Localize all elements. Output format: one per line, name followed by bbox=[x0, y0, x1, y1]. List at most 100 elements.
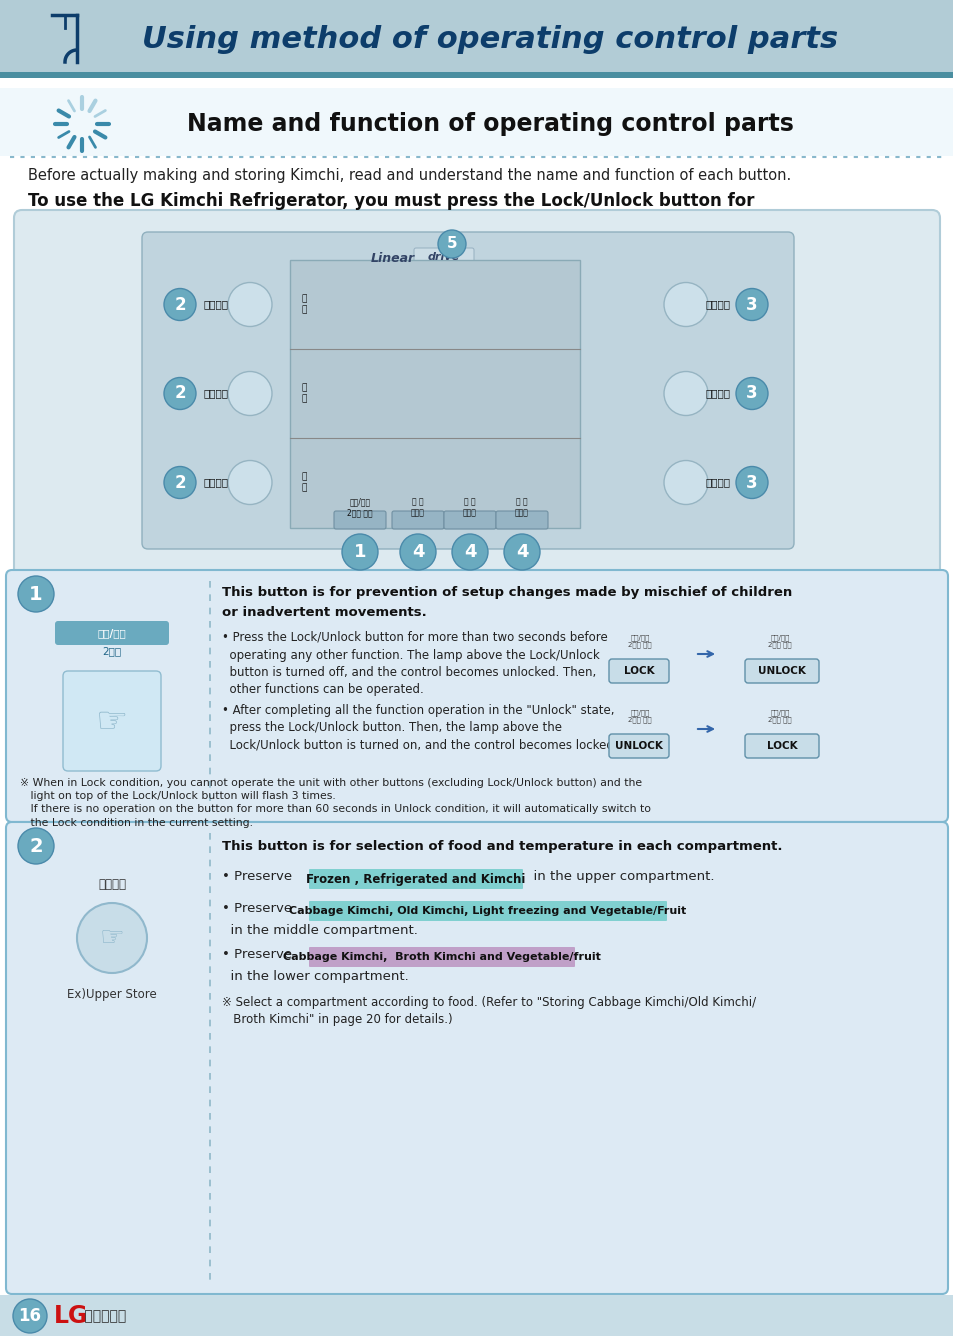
Text: Frozen , Refrigerated and Kimchi: Frozen , Refrigerated and Kimchi bbox=[306, 872, 525, 886]
Text: 3: 3 bbox=[745, 295, 757, 314]
Text: in the middle compartment.: in the middle compartment. bbox=[222, 925, 417, 937]
Text: or inadvertent movements.: or inadvertent movements. bbox=[222, 607, 426, 619]
Circle shape bbox=[18, 828, 54, 864]
Text: 3: 3 bbox=[745, 473, 757, 492]
Text: 중칸보관: 중칸보관 bbox=[203, 389, 229, 398]
Text: LOCK: LOCK bbox=[623, 667, 654, 676]
FancyBboxPatch shape bbox=[0, 1295, 953, 1336]
Text: 2: 2 bbox=[30, 836, 43, 855]
Circle shape bbox=[228, 282, 272, 326]
Text: 4: 4 bbox=[516, 542, 528, 561]
Text: 2: 2 bbox=[174, 473, 186, 492]
FancyBboxPatch shape bbox=[309, 947, 575, 967]
Circle shape bbox=[164, 378, 195, 410]
Text: 하칸보관: 하칸보관 bbox=[203, 477, 229, 488]
Text: • Preserve: • Preserve bbox=[222, 870, 292, 883]
FancyBboxPatch shape bbox=[0, 77, 953, 1336]
FancyBboxPatch shape bbox=[0, 88, 953, 156]
FancyBboxPatch shape bbox=[608, 733, 668, 758]
FancyBboxPatch shape bbox=[608, 659, 668, 683]
Text: Cabbage Kimchi,  Broth Kimchi and Vegetable/fruit: Cabbage Kimchi, Broth Kimchi and Vegetab… bbox=[283, 953, 600, 962]
Text: UNLOCK: UNLOCK bbox=[615, 741, 662, 751]
Circle shape bbox=[663, 371, 707, 415]
Text: 3: 3 bbox=[745, 385, 757, 402]
Text: 중칸발효: 중칸발효 bbox=[705, 389, 730, 398]
Text: 상
칸: 상 칸 bbox=[301, 295, 306, 314]
FancyBboxPatch shape bbox=[744, 733, 818, 758]
Text: 중
칸: 중 칸 bbox=[301, 383, 306, 403]
Text: Using method of operating control parts: Using method of operating control parts bbox=[142, 24, 837, 53]
Text: 상칸발효: 상칸발효 bbox=[705, 299, 730, 310]
Text: 2초간: 2초간 bbox=[102, 647, 121, 656]
Circle shape bbox=[663, 282, 707, 326]
Text: This button is for selection of food and temperature in each compartment.: This button is for selection of food and… bbox=[222, 840, 781, 852]
Text: ☞: ☞ bbox=[99, 925, 124, 953]
Text: ※ Select a compartment according to food. (Refer to "Storing Cabbage Kimchi/Old : ※ Select a compartment according to food… bbox=[222, 997, 756, 1026]
FancyBboxPatch shape bbox=[0, 72, 953, 77]
Circle shape bbox=[503, 534, 539, 570]
Text: 김치냉장고: 김치냉장고 bbox=[80, 1309, 126, 1323]
FancyBboxPatch shape bbox=[55, 621, 169, 645]
FancyBboxPatch shape bbox=[392, 510, 443, 529]
FancyBboxPatch shape bbox=[63, 671, 161, 771]
Text: 잠금/풀림
2초간 누름: 잠금/풀림 2초간 누름 bbox=[347, 497, 373, 517]
FancyBboxPatch shape bbox=[0, 0, 953, 77]
Text: 잠금/풀림
2초간 누름: 잠금/풀림 2초간 누름 bbox=[627, 709, 651, 723]
Text: 상 칸
맛지킴: 상 칸 맛지킴 bbox=[411, 497, 424, 517]
FancyBboxPatch shape bbox=[6, 570, 947, 822]
Circle shape bbox=[735, 466, 767, 498]
FancyBboxPatch shape bbox=[414, 248, 474, 270]
Text: 1: 1 bbox=[30, 585, 43, 604]
FancyBboxPatch shape bbox=[334, 510, 386, 529]
Text: • Preserve: • Preserve bbox=[222, 949, 292, 961]
Circle shape bbox=[437, 230, 465, 258]
Circle shape bbox=[164, 466, 195, 498]
Circle shape bbox=[228, 461, 272, 505]
Text: Ex)Upper Store: Ex)Upper Store bbox=[67, 989, 156, 1001]
Text: in the lower compartment.: in the lower compartment. bbox=[222, 970, 408, 983]
Text: in the upper compartment.: in the upper compartment. bbox=[524, 870, 714, 883]
Text: UNLOCK: UNLOCK bbox=[758, 667, 805, 676]
Text: ☞: ☞ bbox=[95, 704, 128, 737]
Circle shape bbox=[13, 1299, 47, 1333]
FancyBboxPatch shape bbox=[443, 510, 496, 529]
Text: 4: 4 bbox=[463, 542, 476, 561]
Text: 잠금/풀림
2초간 누름: 잠금/풀림 2초간 누름 bbox=[767, 709, 791, 723]
FancyBboxPatch shape bbox=[14, 210, 939, 578]
Text: To use the LG Kimchi Refrigerator, you must press the Lock/Unlock button for: To use the LG Kimchi Refrigerator, you m… bbox=[28, 192, 754, 210]
FancyBboxPatch shape bbox=[142, 232, 793, 549]
Circle shape bbox=[452, 534, 488, 570]
FancyBboxPatch shape bbox=[309, 900, 666, 921]
Text: drive: drive bbox=[428, 253, 459, 262]
Text: 2: 2 bbox=[174, 385, 186, 402]
FancyBboxPatch shape bbox=[290, 261, 579, 528]
Circle shape bbox=[663, 461, 707, 505]
Text: 잠금/풀림: 잠금/풀림 bbox=[97, 628, 126, 639]
FancyBboxPatch shape bbox=[6, 822, 947, 1295]
Text: 상칸보관: 상칸보관 bbox=[203, 299, 229, 310]
FancyBboxPatch shape bbox=[496, 510, 547, 529]
Circle shape bbox=[735, 289, 767, 321]
Text: • Press the Lock/Unlock button for more than two seconds before
  operating any : • Press the Lock/Unlock button for more … bbox=[222, 631, 607, 696]
Text: 하
칸: 하 칸 bbox=[301, 473, 306, 492]
Text: 5: 5 bbox=[446, 236, 456, 251]
FancyBboxPatch shape bbox=[744, 659, 818, 683]
Text: 잠금/풀림
2초간 누름: 잠금/풀림 2초간 누름 bbox=[627, 635, 651, 648]
Text: • After completing all the function operation in the "Unlock" state,
  press the: • After completing all the function oper… bbox=[222, 704, 617, 752]
Text: LG: LG bbox=[54, 1304, 89, 1328]
Text: • Preserve: • Preserve bbox=[222, 902, 292, 915]
FancyBboxPatch shape bbox=[309, 868, 522, 888]
Text: 상칸보관: 상칸보관 bbox=[98, 878, 126, 891]
Text: 하칸발효: 하칸발효 bbox=[705, 477, 730, 488]
Text: 중 칸
맛지킴: 중 칸 맛지킴 bbox=[462, 497, 476, 517]
Circle shape bbox=[164, 289, 195, 321]
Text: ※ When in Lock condition, you cannot operate the unit with other buttons (exclud: ※ When in Lock condition, you cannot ope… bbox=[20, 778, 650, 827]
Text: 하 칸
맛지킴: 하 칸 맛지킴 bbox=[515, 497, 528, 517]
Text: 2: 2 bbox=[174, 295, 186, 314]
Text: 잠금/풀림
2초간 누름: 잠금/풀림 2초간 누름 bbox=[767, 635, 791, 648]
Circle shape bbox=[341, 534, 377, 570]
Text: 1: 1 bbox=[354, 542, 366, 561]
Circle shape bbox=[18, 576, 54, 612]
Circle shape bbox=[77, 903, 147, 973]
Text: Linear: Linear bbox=[371, 253, 415, 265]
